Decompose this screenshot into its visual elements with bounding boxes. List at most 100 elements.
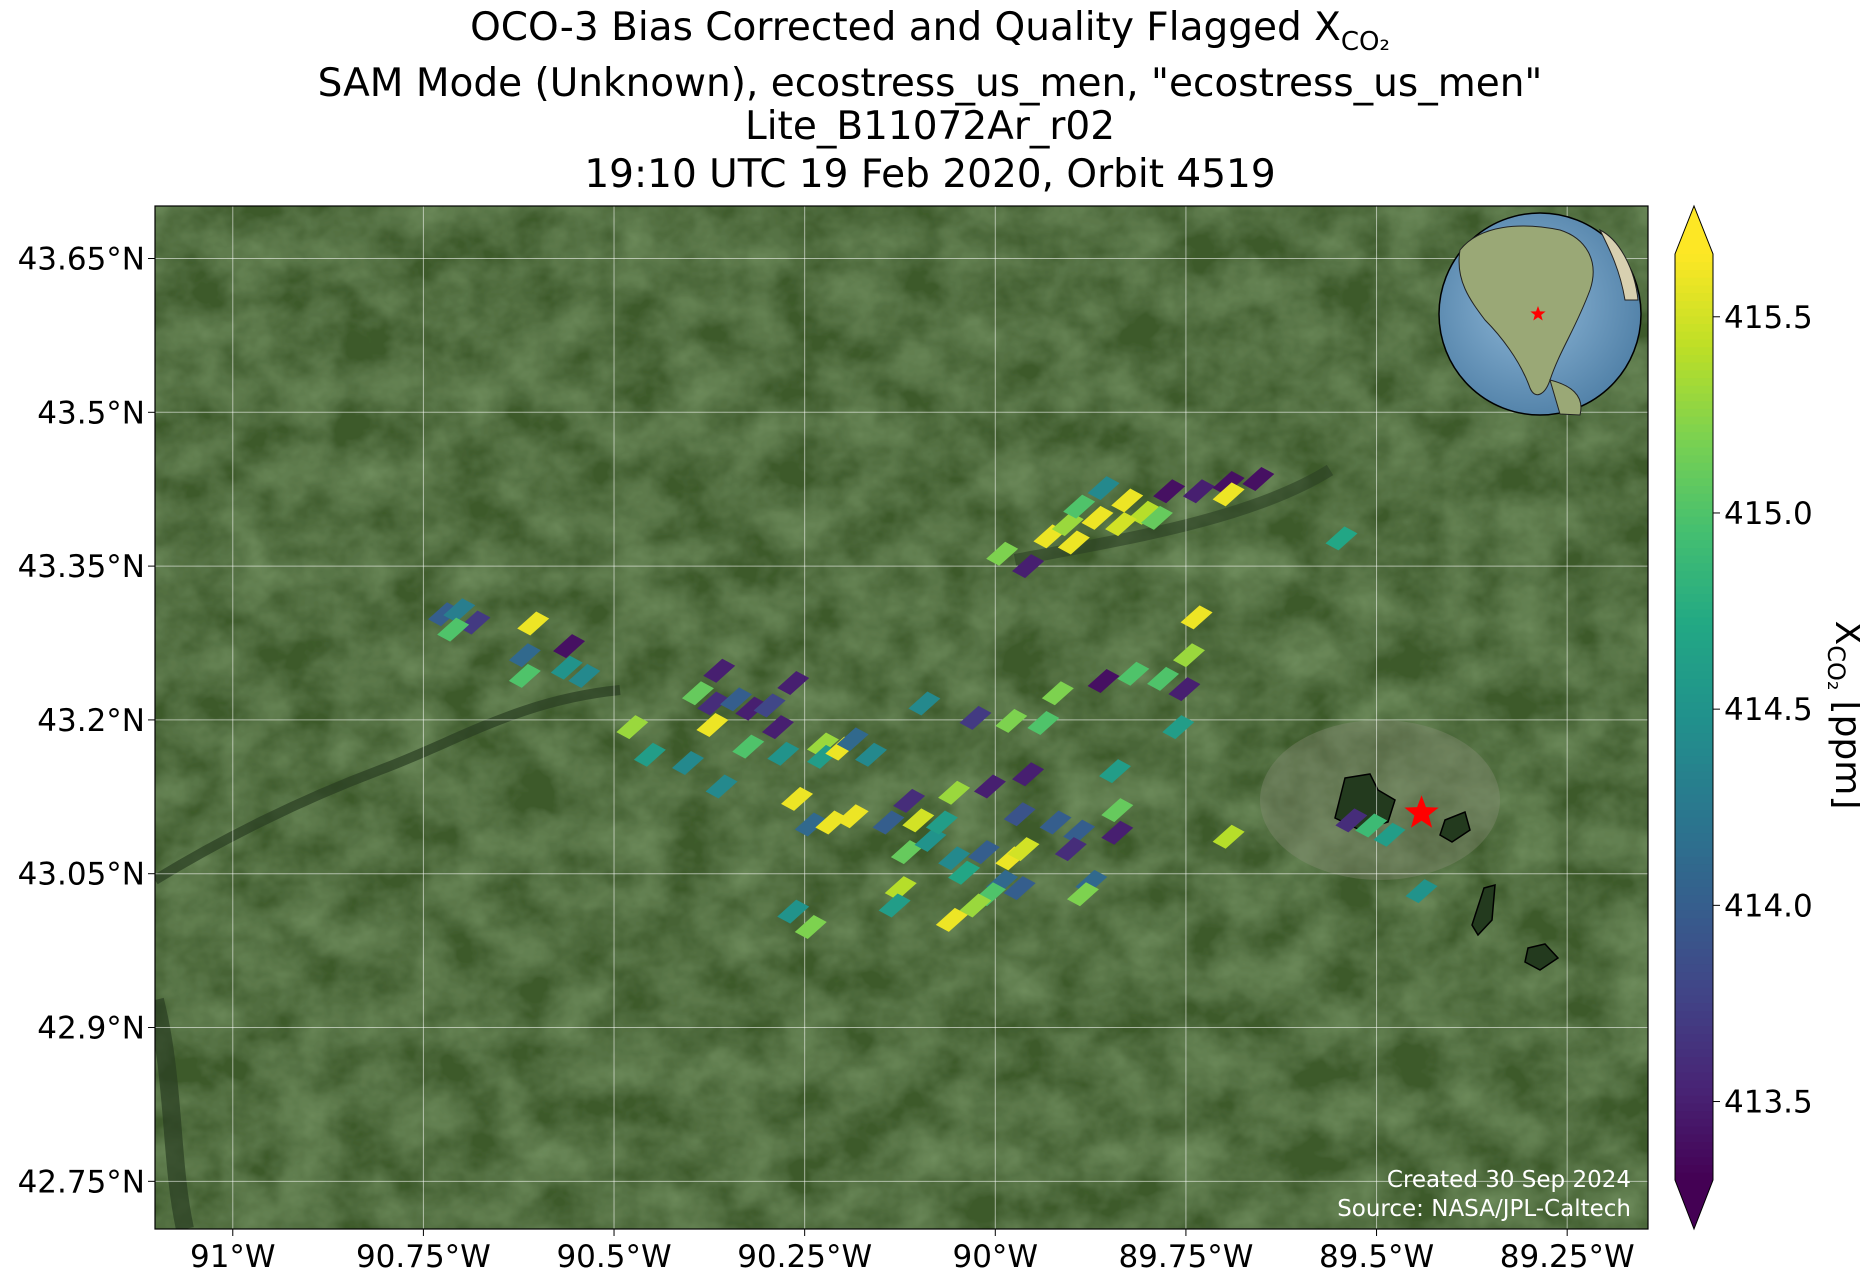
colorbar-segment [1675,709,1713,718]
colorbar-segment [1675,1010,1713,1019]
sounding [995,708,1028,733]
colorbar-segment [1675,601,1713,610]
sounding [854,742,887,767]
colorbar-segment [1675,886,1713,896]
map-background [155,206,1648,1229]
colorbar-segment [1675,948,1713,957]
sounding [908,691,941,716]
sounding [437,617,470,642]
sounding [458,610,491,635]
colorbar-segment [1675,1002,1713,1011]
sounding [986,541,1019,566]
colorbar-segment [1675,423,1713,433]
colorbar-segment [1675,902,1713,911]
colorbar-segment [1675,732,1713,741]
x-tick-label: 91°W [190,1239,276,1274]
y-tick-label: 43.35°N [18,549,145,585]
colorbar-segment [1675,346,1713,355]
colorbar-segment [1675,1118,1713,1127]
colorbar-segment [1675,1025,1713,1034]
colorbar-segment [1675,416,1713,425]
colorbar-segment [1675,284,1713,294]
sounding [1063,819,1096,844]
colorbar-segment [1675,809,1713,818]
colorbar-segment [1675,524,1713,533]
colorbar-segment [1675,1071,1713,1081]
sounding [1117,661,1150,686]
colorbar-segment [1675,578,1713,587]
colorbar-segment [1675,632,1713,641]
sounding [633,742,666,767]
colorbar-segment [1675,701,1713,710]
colorbar-segment [1675,894,1713,903]
sounding [938,846,971,871]
river [155,997,194,1229]
sounding [967,840,1000,865]
subtitle: Lite_B11072Ar_r02 [745,104,1115,149]
colorbar-segment [1675,624,1713,633]
y-tick-label: 42.75°N [18,1164,145,1200]
colorbar-segment [1675,608,1713,618]
colorbar-segment [1675,562,1713,571]
colorbar-segment [1675,933,1713,942]
sounding [959,893,992,918]
sounding [878,893,911,918]
colorbar-segment [1675,408,1713,417]
plot-frame [154,205,1649,1230]
sounding [794,915,827,940]
colorbar-tick-label: 414.0 [1724,888,1813,924]
colorbar-segment [1675,832,1713,842]
sounding [735,696,768,721]
colorbar-segment [1675,292,1713,301]
colorbar-segment [1675,1095,1713,1104]
lake [1524,943,1560,971]
sounding [872,810,905,835]
colorbar-segment [1675,979,1713,988]
title-subscript: CO₂ [1341,27,1390,57]
sounding [1147,666,1180,691]
colorbar-segment [1675,863,1713,872]
colorbar-segment [1675,1048,1713,1058]
colorbar-segment [1675,1087,1713,1096]
y-tick-label: 43.2°N [37,703,145,739]
subtitle: SAM Mode (Unknown), ecostress_us_men, "e… [318,61,1543,106]
colorbar-segment [1675,686,1713,695]
sounding [1081,505,1114,530]
colorbar-segment [1675,477,1713,487]
sounding [794,812,827,837]
colorbar-tick-label: 415.0 [1724,496,1813,532]
colorbar-segment [1675,377,1713,386]
sounding [1057,530,1090,555]
colorbar-segment [1675,315,1713,325]
colorbar-segment [1675,1079,1713,1088]
title-text: OCO-3 Bias Corrected and Quality Flagged… [470,5,1341,50]
colorbar-segment [1675,338,1713,348]
satellite-image [155,206,1648,1229]
colorbar-segment [1675,909,1713,919]
y-tick-label: 43.05°N [18,857,145,893]
sounding [671,750,704,775]
sounding [1101,798,1134,823]
colorbar-segment [1675,871,1713,880]
sounding [1182,479,1215,504]
colorbar-segment [1675,963,1713,973]
colorbar-segment [1675,917,1713,926]
colorbar-segment [1675,1141,1713,1150]
colorbar-segment [1675,462,1713,471]
subtitle: 19:10 UTC 19 Feb 2020, Orbit 4519 [584,152,1275,197]
colorbar-segment [1675,261,1713,271]
colorbar-segment [1675,308,1713,317]
colorbar-segment [1675,801,1713,811]
sounding [1162,715,1195,740]
sounding [553,634,586,659]
colorbar-segment [1675,385,1713,394]
colorbar-segment [1675,848,1713,857]
colorbar-segment [1675,655,1713,664]
sounding [1168,677,1201,702]
sounding [732,734,765,759]
sounding [1355,813,1388,838]
colorbar-segment [1675,516,1713,525]
sounding [1039,810,1072,835]
sounding [1172,643,1205,668]
